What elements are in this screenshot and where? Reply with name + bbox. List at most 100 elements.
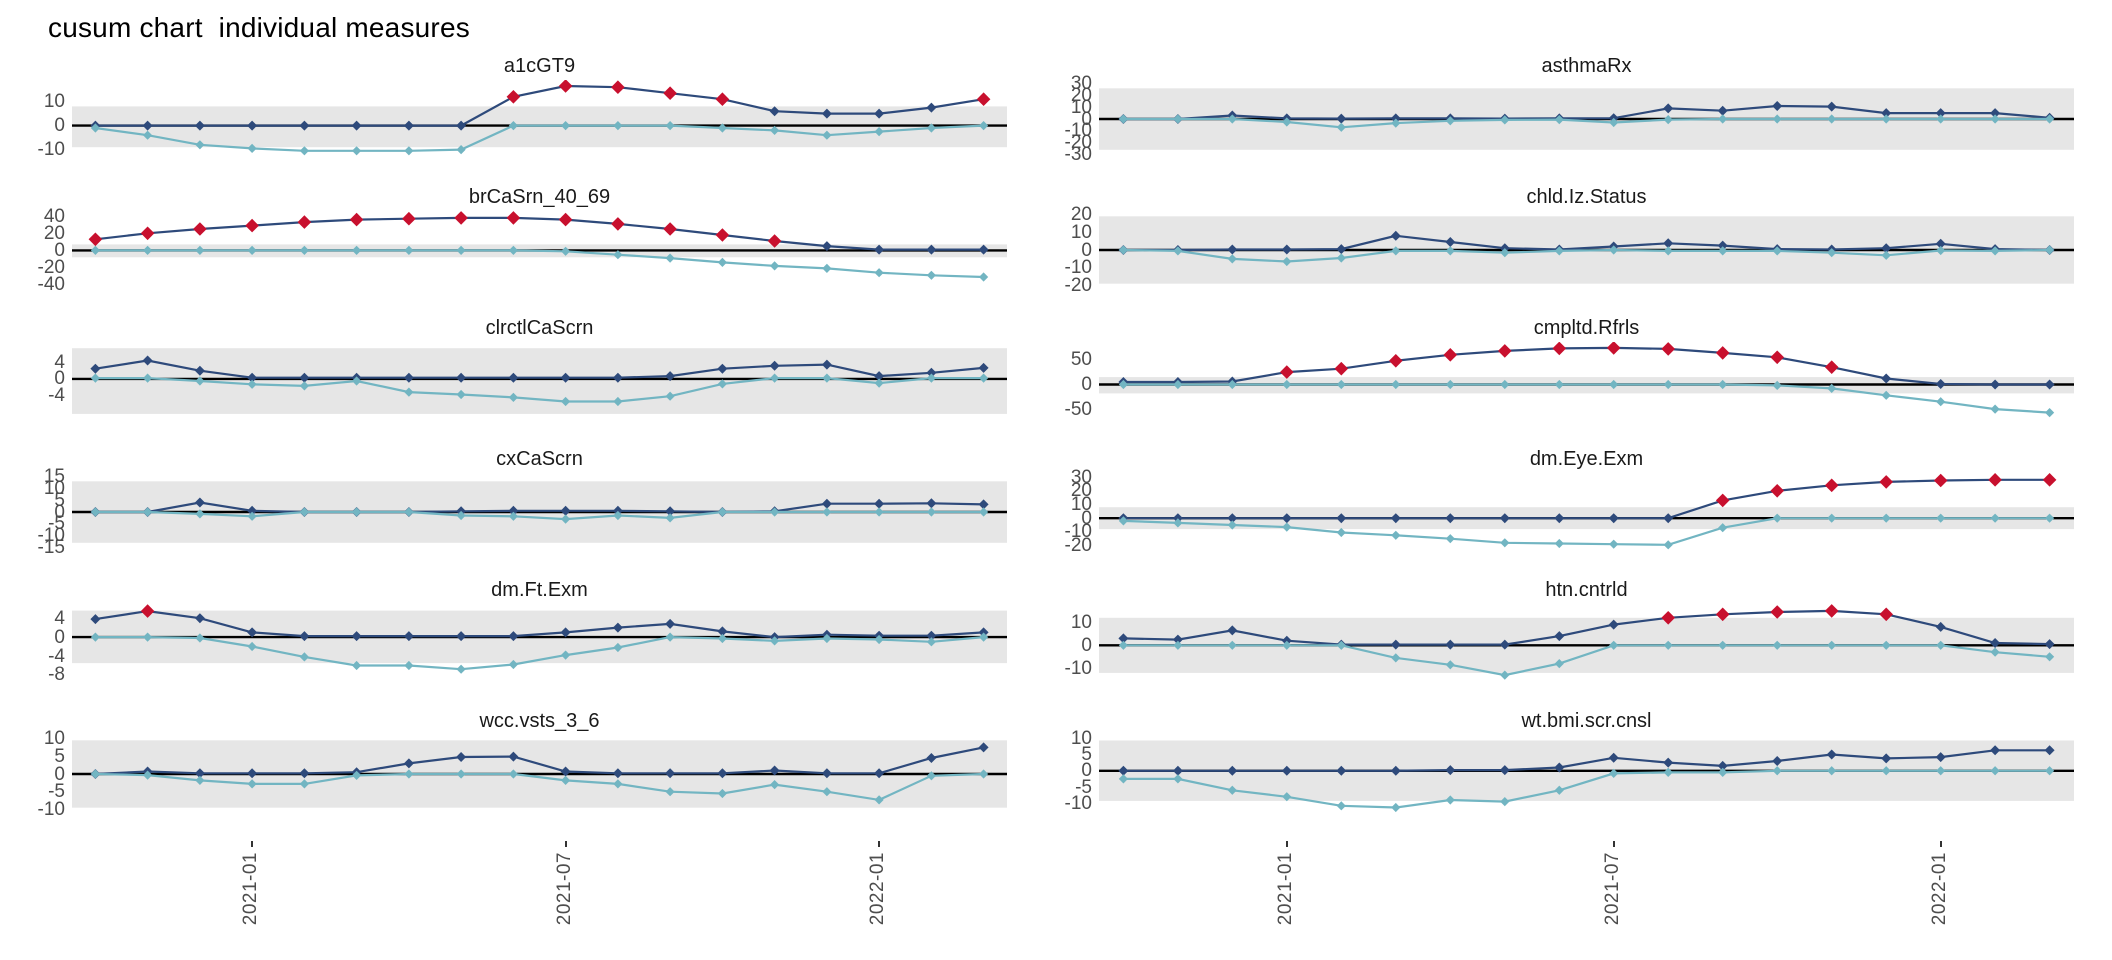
lower-point <box>613 642 623 653</box>
lower-point <box>1227 379 1237 390</box>
lower-point <box>1118 379 1128 390</box>
upper-point <box>1826 749 1837 760</box>
signal-point <box>1824 360 1839 374</box>
lower-point <box>195 775 205 785</box>
y-tick-label: 0 <box>54 239 65 261</box>
lower-point <box>508 121 518 131</box>
x-axis-area: 2021-01 2021-07 2022-01 <box>72 840 1007 952</box>
lower-point <box>665 787 675 797</box>
lower-point <box>1227 785 1237 795</box>
lower-point <box>874 268 884 278</box>
upper-point <box>612 372 623 383</box>
lower-point <box>1118 516 1128 526</box>
x-tick-label: 2022-01 <box>1928 852 1950 926</box>
y-tick-label: 0 <box>54 763 65 785</box>
lower-point <box>561 514 571 524</box>
lower-point <box>1990 513 2000 523</box>
upper-point <box>1390 765 1401 776</box>
upper-point <box>1663 757 1674 768</box>
upper-point <box>1935 752 1946 763</box>
upper-point <box>1336 765 1347 776</box>
lower-point <box>1173 246 1183 256</box>
lower-point <box>717 379 727 389</box>
y-tick-label: -4 <box>48 384 65 406</box>
upper-point <box>142 355 153 366</box>
facet-wcc.vsts_3_6: wcc.vsts_3_6 10 5 0 -5 -10 <box>20 709 1007 819</box>
y-tick-label: 15 <box>43 466 65 487</box>
lower-point <box>613 510 623 521</box>
signal-point <box>1879 607 1893 622</box>
facet-body: 10 0 -10 <box>20 80 1007 159</box>
lower-point <box>665 253 675 263</box>
lower-point <box>195 376 205 386</box>
signal-point <box>88 232 103 247</box>
lower-point <box>352 245 362 255</box>
upper-point <box>194 365 205 376</box>
facet-body: 10 5 0 -5 -10 <box>20 729 1007 819</box>
lower-point <box>770 373 780 383</box>
facet-dm.Eye.Exm: dm.Eye.Exm 30 20 10 0 -10 -20 <box>1047 447 2074 555</box>
upper-cusum-line <box>95 501 984 514</box>
y-tick-label: 0 <box>1081 239 1092 261</box>
signal-point <box>506 211 521 225</box>
lower-point <box>299 652 309 662</box>
upper-point <box>1990 379 2001 390</box>
upper-point <box>1445 237 1456 247</box>
facet-title: clrctlCaScrn <box>485 317 594 339</box>
lower-point <box>2045 766 2055 776</box>
signal-point <box>1389 354 1403 368</box>
lower-cusum-line <box>95 635 984 671</box>
upper-point <box>1717 240 1728 251</box>
y-axis: 20 10 0 -10 -20 <box>1047 205 1099 295</box>
lower-point <box>352 376 362 386</box>
upper-point <box>1663 513 1674 524</box>
lower-point <box>1827 766 1837 776</box>
upper-point <box>1172 634 1183 645</box>
lower-point <box>1391 379 1401 390</box>
lower-point <box>1772 513 1782 523</box>
y-tick-label: 0 <box>54 501 65 523</box>
lower-point <box>1445 116 1455 126</box>
y-tick-label: 10 <box>1070 611 1092 633</box>
lower-point <box>1173 379 1183 390</box>
signal-point <box>1824 478 1839 493</box>
upper-cusum-line <box>1123 234 2050 252</box>
y-tick-label: 0 <box>54 115 65 137</box>
upper-point <box>665 768 676 779</box>
upper-point <box>1881 108 1892 119</box>
upper-point <box>978 499 989 510</box>
y-tick-label: 5 <box>54 745 65 767</box>
lower-point <box>926 507 936 517</box>
lower-point <box>1718 379 1728 390</box>
lower-point <box>508 769 518 779</box>
lower-point <box>1173 774 1183 784</box>
upper-point <box>194 120 205 131</box>
lower-point <box>1554 246 1564 256</box>
lower-point <box>1663 115 1673 125</box>
lower-point <box>1663 540 1673 550</box>
upper-point <box>1336 513 1347 524</box>
y-tick-label: -10 <box>1064 657 1092 679</box>
x-axis: 2021-01 2021-07 2022-01 <box>20 840 1007 952</box>
upper-point <box>508 372 519 383</box>
lower-point <box>90 373 100 383</box>
upper-point <box>1390 113 1401 124</box>
panel-plot <box>1099 342 2074 418</box>
upper-point <box>1281 513 1292 524</box>
y-tick-label: -8 <box>48 664 65 686</box>
upper-point <box>1499 765 1510 776</box>
lower-point <box>1500 379 1510 390</box>
panel-plot <box>72 740 1007 808</box>
lower-point <box>247 779 257 789</box>
lower-point <box>1391 530 1401 540</box>
facet-brCaSrn_40_69: brCaSrn_40_69 40 20 0 -20 -40 <box>20 185 1007 294</box>
lower-point <box>822 373 832 383</box>
upper-point <box>403 120 414 131</box>
lower-point <box>1609 379 1619 390</box>
lower-point <box>456 245 466 255</box>
lower-point <box>561 775 571 785</box>
upper-point <box>560 627 571 638</box>
lower-point <box>613 396 623 407</box>
upper-point <box>1935 379 1946 389</box>
lower-point <box>561 396 571 407</box>
